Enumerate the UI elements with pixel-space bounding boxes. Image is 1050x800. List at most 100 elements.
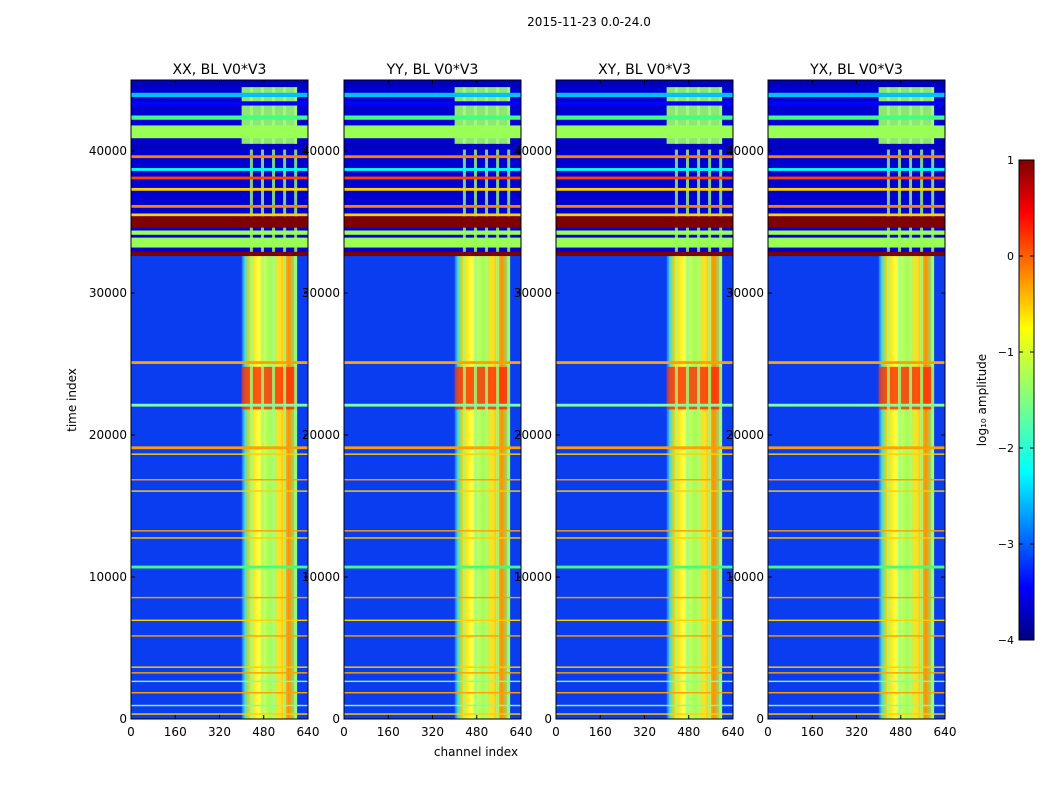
panel-title: XX, BL V0*V3 (173, 62, 267, 78)
stripe (768, 704, 945, 707)
stripe (556, 596, 733, 599)
x-tick-label: 160 (589, 725, 612, 739)
stripe (344, 125, 521, 139)
stripe (556, 479, 733, 481)
panel-3: XY, BL V0*V3 0 160 320 480 640 0 10000 20000 3000… (514, 62, 745, 739)
stripe (768, 101, 945, 106)
stripe (344, 168, 521, 171)
stripe (556, 143, 733, 150)
x-tick-label: 320 (633, 725, 656, 739)
stripe (131, 666, 308, 668)
channel-line (685, 80, 689, 719)
stripe (556, 490, 733, 492)
channel-line (462, 80, 466, 719)
stripe (344, 666, 521, 668)
x-tick-label: 480 (889, 725, 912, 739)
panel-4: YX, BL V0*V3 0 160 320 480 640 0 10000 20000 3000… (726, 62, 957, 739)
x-tick-label: 640 (510, 725, 533, 739)
stripe (556, 101, 733, 106)
stripe (344, 155, 521, 159)
stripe (344, 537, 521, 539)
stripe (768, 666, 945, 668)
stripe (556, 216, 733, 228)
panel-1: XX, BL V0*V3 0 160 320 480 640 0 10000 20000 3000… (89, 62, 320, 739)
stripe (556, 704, 733, 707)
channel-line (708, 80, 712, 719)
y-tick-label: 10000 (302, 570, 340, 584)
stripe (556, 176, 733, 180)
stripe (768, 530, 945, 532)
stripe (131, 490, 308, 492)
stripe (131, 143, 308, 150)
stripe (344, 204, 521, 208)
stripe (768, 713, 945, 715)
stripe (768, 251, 945, 257)
stripe (344, 692, 521, 694)
stripe (344, 446, 521, 450)
stripe (768, 230, 945, 235)
stripe (556, 672, 733, 674)
stripe (768, 453, 945, 455)
x-tick-label: 160 (164, 725, 187, 739)
stripe (344, 101, 521, 106)
y-tick-label: 20000 (89, 428, 127, 442)
x-tick-label: 480 (465, 725, 488, 739)
stripe (768, 155, 945, 159)
channel-line (496, 80, 500, 719)
stripe (131, 446, 308, 450)
stripe (556, 237, 733, 248)
stripe (344, 635, 521, 637)
y-tick-label: 0 (756, 712, 764, 726)
channel-line (674, 80, 678, 719)
stripe (344, 596, 521, 599)
panels: XX, BL V0*V3 0 160 320 480 640 0 10000 20000 3000… (89, 62, 957, 739)
panel-2: YY, BL V0*V3 0 160 320 480 640 0 10000 20000 3000… (302, 62, 533, 739)
stripe (131, 187, 308, 191)
stripe (556, 453, 733, 455)
stripe (768, 565, 945, 569)
channel-line (473, 80, 477, 719)
x-tick-label: 320 (421, 725, 444, 739)
x-tick-label: 0 (764, 725, 772, 739)
stripe (131, 453, 308, 455)
channel-line (909, 80, 913, 719)
stripe (768, 490, 945, 492)
stripe (768, 479, 945, 481)
stripe (556, 680, 733, 683)
stripe (131, 168, 308, 171)
colorbar-tick-label: −1 (998, 346, 1014, 359)
y-tick-label: 20000 (514, 428, 552, 442)
stripe (131, 125, 308, 139)
stripe (131, 537, 308, 539)
y-tick-label: 20000 (302, 428, 340, 442)
channel-line (897, 80, 901, 719)
x-tick-label: 640 (297, 725, 320, 739)
channel-line (886, 80, 890, 719)
stripe (131, 251, 308, 257)
x-tick-label: 320 (208, 725, 231, 739)
y-tick-label: 0 (544, 712, 552, 726)
colorbar-label: log₁₀ amplitude (975, 354, 989, 446)
stripe (131, 530, 308, 532)
stripe (768, 361, 945, 364)
channel-line (920, 80, 924, 719)
x-tick-label: 0 (127, 725, 135, 739)
stripe (556, 666, 733, 668)
stripe (556, 530, 733, 532)
colorbar-gradient (1018, 159, 1035, 641)
x-tick-label: 160 (377, 725, 400, 739)
stripe (344, 230, 521, 235)
y-tick-label: 0 (119, 712, 127, 726)
stripe (344, 490, 521, 492)
stripe (768, 115, 945, 120)
channel-line (249, 80, 253, 719)
stripe (344, 453, 521, 455)
channel-line (272, 80, 276, 719)
stripe (344, 237, 521, 248)
stripe (344, 672, 521, 674)
x-tick-label: 480 (677, 725, 700, 739)
channel-line (485, 80, 489, 719)
y-tick-label: 40000 (302, 144, 340, 158)
y-tick-label: 20000 (726, 428, 764, 442)
stripe (768, 168, 945, 171)
